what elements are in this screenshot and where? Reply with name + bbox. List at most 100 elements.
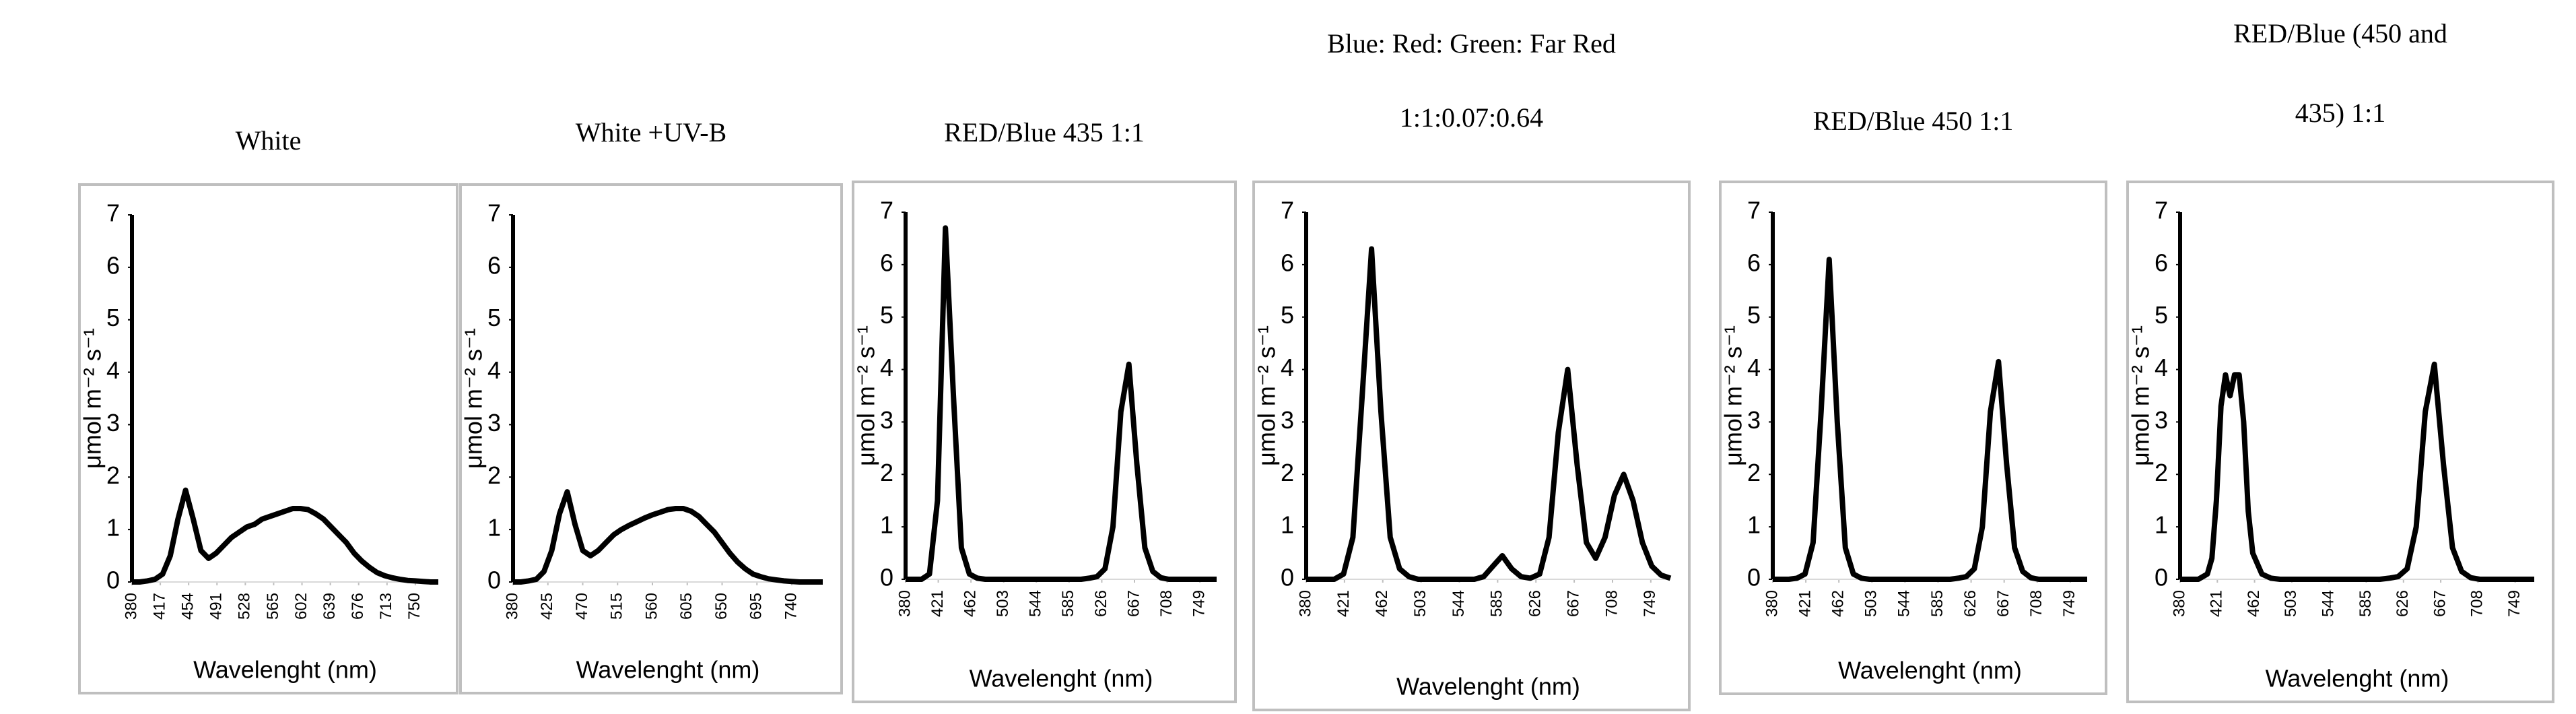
y-tick-label: 2 bbox=[2155, 459, 2168, 486]
x-tick-label: 585 bbox=[1488, 590, 1506, 617]
y-tick-label: 5 bbox=[1281, 301, 1294, 329]
y-tick-label: 0 bbox=[487, 566, 501, 594]
chart-title: White bbox=[236, 125, 302, 156]
spectrum-line bbox=[1773, 257, 2087, 582]
y-axis-label: μmol m⁻² s⁻¹ bbox=[852, 325, 880, 466]
x-tick-label: 667 bbox=[1994, 590, 2012, 617]
x-tick-label: 515 bbox=[608, 593, 626, 620]
chart-title: 1:1:0.07:0.64 bbox=[1400, 102, 1543, 133]
y-tick-label: 3 bbox=[2155, 406, 2168, 434]
spectrum-line bbox=[2180, 361, 2534, 582]
x-axis-label: Wavelenght (nm) bbox=[576, 656, 760, 684]
x-tick-label: 695 bbox=[747, 593, 766, 620]
x-tick-label: 462 bbox=[961, 590, 979, 617]
x-tick-label: 421 bbox=[1796, 590, 1814, 617]
chart-title: RED/Blue 435 1:1 bbox=[944, 117, 1145, 148]
x-tick-label: 708 bbox=[1602, 590, 1621, 617]
y-axis-label: μmol m⁻² s⁻¹ bbox=[1720, 325, 1747, 466]
x-tick-label: 605 bbox=[677, 593, 696, 620]
x-tick-label: 417 bbox=[150, 593, 168, 620]
x-tick-label: 544 bbox=[2319, 590, 2338, 617]
x-tick-label: 565 bbox=[264, 593, 282, 620]
panel-frame bbox=[1252, 181, 1691, 711]
y-tick-label: 0 bbox=[2155, 564, 2168, 591]
y-tick-label: 6 bbox=[880, 249, 893, 276]
x-tick-label: 380 bbox=[1763, 590, 1781, 617]
y-tick-label: 1 bbox=[880, 511, 893, 539]
x-tick-label: 380 bbox=[503, 593, 521, 620]
x-tick-label: 528 bbox=[236, 593, 254, 620]
y-tick-label: 1 bbox=[1747, 511, 1761, 539]
y-axis-label: μmol m⁻² s⁻¹ bbox=[79, 328, 106, 469]
x-tick-label: 749 bbox=[1190, 590, 1208, 617]
y-tick-label: 4 bbox=[1747, 354, 1761, 381]
y-tick-label: 7 bbox=[1281, 197, 1294, 224]
x-axis-label: Wavelenght (nm) bbox=[193, 656, 377, 684]
chart-title: White +UV-B bbox=[576, 117, 726, 148]
x-tick-label: 585 bbox=[1928, 590, 1946, 617]
x-tick-label: 708 bbox=[2027, 590, 2045, 617]
x-tick-label: 602 bbox=[292, 593, 310, 620]
x-tick-label: 639 bbox=[320, 593, 339, 620]
x-tick-label: 749 bbox=[2060, 590, 2078, 617]
x-tick-label: 626 bbox=[1961, 590, 1979, 617]
x-tick-label: 749 bbox=[1641, 590, 1659, 617]
spectrum-line bbox=[906, 225, 1217, 582]
y-tick-label: 7 bbox=[487, 199, 501, 227]
x-tick-label: 503 bbox=[1411, 590, 1429, 617]
y-tick-label: 1 bbox=[2155, 511, 2168, 539]
chart-title: RED/Blue (450 and bbox=[2233, 18, 2447, 48]
y-tick-label: 1 bbox=[487, 514, 501, 542]
y-tick-label: 4 bbox=[106, 356, 120, 384]
chart-title: RED/Blue 450 1:1 bbox=[1813, 106, 2014, 136]
x-tick-label: 503 bbox=[2282, 590, 2300, 617]
x-tick-label: 676 bbox=[349, 593, 367, 620]
y-tick-label: 4 bbox=[2155, 354, 2168, 381]
x-tick-label: 708 bbox=[2468, 590, 2486, 617]
x-axis-label: Wavelenght (nm) bbox=[970, 665, 1153, 692]
x-tick-label: 560 bbox=[642, 593, 660, 620]
y-axis-label: μmol m⁻² s⁻¹ bbox=[2127, 325, 2155, 466]
y-tick-label: 7 bbox=[106, 199, 120, 227]
x-tick-label: 380 bbox=[2170, 590, 2188, 617]
y-tick-label: 2 bbox=[1747, 459, 1761, 486]
y-tick-label: 2 bbox=[487, 461, 501, 489]
x-tick-label: 585 bbox=[2357, 590, 2375, 617]
y-tick-label: 4 bbox=[1281, 354, 1294, 381]
x-tick-label: 650 bbox=[712, 593, 731, 620]
panel-frame bbox=[852, 181, 1237, 703]
spectrum-line bbox=[513, 489, 823, 585]
y-tick-label: 0 bbox=[880, 564, 893, 591]
y-tick-label: 5 bbox=[2155, 301, 2168, 329]
y-axis-label: μmol m⁻² s⁻¹ bbox=[1253, 325, 1281, 466]
y-tick-label: 7 bbox=[880, 197, 893, 224]
y-tick-label: 4 bbox=[880, 354, 893, 381]
y-tick-label: 1 bbox=[1281, 511, 1294, 539]
y-tick-label: 4 bbox=[487, 356, 501, 384]
panel-frame bbox=[1719, 181, 2107, 695]
x-tick-label: 462 bbox=[2245, 590, 2263, 617]
x-tick-label: 380 bbox=[122, 593, 140, 620]
panel-frame bbox=[459, 183, 843, 694]
x-tick-label: 491 bbox=[207, 593, 226, 620]
x-tick-label: 626 bbox=[2394, 590, 2412, 617]
y-tick-label: 3 bbox=[106, 409, 120, 436]
x-tick-label: 425 bbox=[538, 593, 556, 620]
y-tick-label: 6 bbox=[1747, 249, 1761, 276]
y-tick-label: 6 bbox=[106, 251, 120, 279]
y-tick-label: 0 bbox=[106, 566, 120, 594]
y-tick-label: 1 bbox=[106, 514, 120, 542]
x-tick-label: 750 bbox=[405, 593, 423, 620]
spectrum-line bbox=[1306, 246, 1672, 582]
y-tick-label: 6 bbox=[1281, 249, 1294, 276]
x-tick-label: 421 bbox=[1334, 590, 1353, 617]
y-tick-label: 5 bbox=[1747, 301, 1761, 329]
x-axis-label: Wavelenght (nm) bbox=[2266, 665, 2449, 692]
spectrum-line bbox=[132, 487, 438, 585]
y-tick-label: 3 bbox=[1281, 406, 1294, 434]
y-tick-label: 0 bbox=[1281, 564, 1294, 591]
x-tick-label: 421 bbox=[928, 590, 947, 617]
x-tick-label: 462 bbox=[1829, 590, 1848, 617]
x-tick-label: 454 bbox=[179, 593, 197, 620]
